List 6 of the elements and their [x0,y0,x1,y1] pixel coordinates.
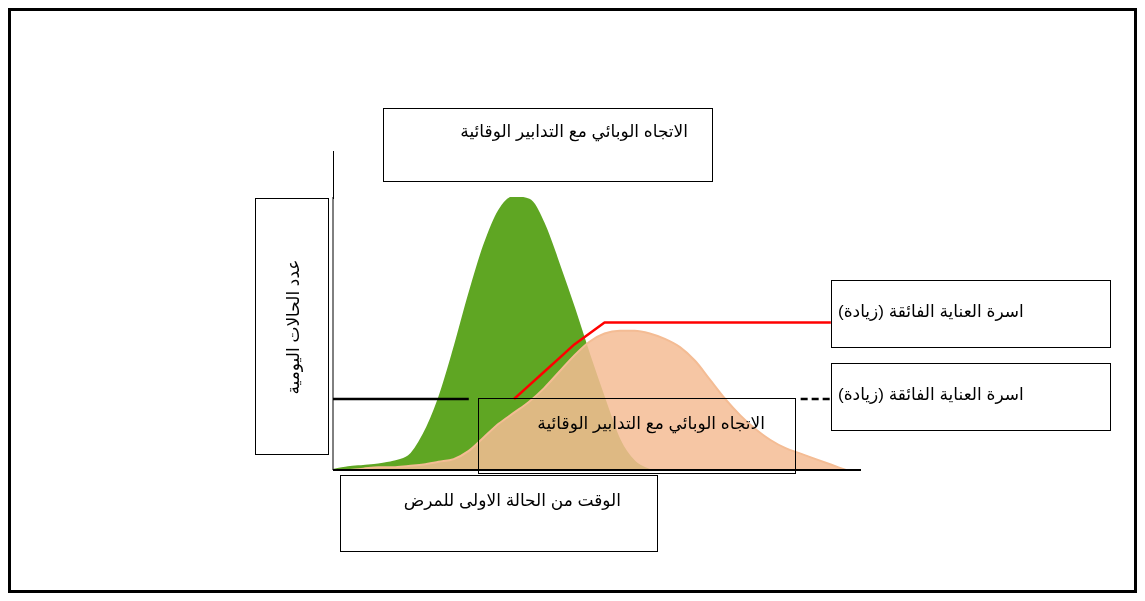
chart-title: الاتجاه الوبائي مع التدابير الوقائية [459,121,689,142]
series-label: الاتجاه الوبائي مع التدابير الوقائية [536,413,766,434]
y-axis-title: عدد الحالات اليومية [282,259,304,395]
series-label: اسرة العناية الفائقة (زيادة) [837,301,1025,322]
x-axis-title: الوقت من الحالة الاولى للمرض [402,490,622,511]
series-label: اسرة العناية الفائقة (زيادة) [837,384,1025,405]
